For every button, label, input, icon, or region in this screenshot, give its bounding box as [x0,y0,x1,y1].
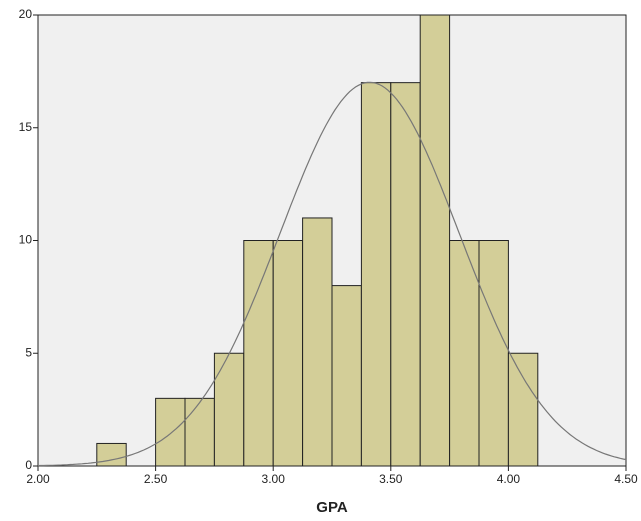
bar [243,240,274,467]
bar [272,240,304,467]
y-tick-label: 15 [19,120,33,134]
bar [507,352,539,467]
bar [302,217,333,467]
bar [390,82,421,467]
x-tick-label: 4.50 [614,472,638,486]
y-tick-label: 5 [25,345,32,359]
x-tick-label: 3.00 [262,472,286,486]
x-tick-label: 2.50 [144,472,168,486]
y-tick-label: 20 [19,7,33,21]
bar [155,397,186,467]
bar [213,352,245,467]
bar [419,14,451,467]
x-tick-label: 2.00 [26,472,50,486]
bar [96,442,127,467]
bar [184,397,215,467]
x-tick-label: 4.00 [497,472,521,486]
bar [360,82,392,467]
bar [478,240,509,467]
x-axis-label: GPA [316,499,348,516]
x-tick-label: 3.50 [379,472,403,486]
normal-curve [37,81,627,467]
bar [331,285,362,467]
y-tick-label: 10 [19,233,33,247]
y-tick-label: 0 [25,458,32,472]
bar [449,240,480,467]
